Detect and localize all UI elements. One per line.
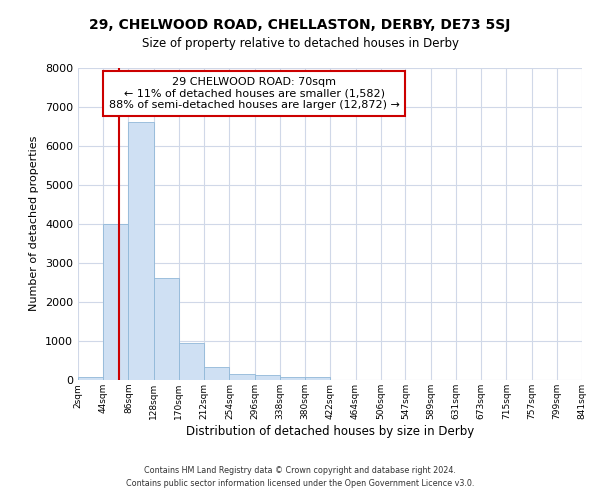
Text: Contains HM Land Registry data © Crown copyright and database right 2024.
Contai: Contains HM Land Registry data © Crown c… bbox=[126, 466, 474, 487]
Y-axis label: Number of detached properties: Number of detached properties bbox=[29, 136, 40, 312]
Bar bbox=[229, 374, 254, 380]
Text: 29, CHELWOOD ROAD, CHELLASTON, DERBY, DE73 5SJ: 29, CHELWOOD ROAD, CHELLASTON, DERBY, DE… bbox=[89, 18, 511, 32]
X-axis label: Distribution of detached houses by size in Derby: Distribution of detached houses by size … bbox=[186, 424, 474, 438]
Bar bbox=[128, 122, 154, 380]
Bar bbox=[305, 378, 331, 380]
Text: 29 CHELWOOD ROAD: 70sqm
← 11% of detached houses are smaller (1,582)
88% of semi: 29 CHELWOOD ROAD: 70sqm ← 11% of detache… bbox=[109, 77, 400, 110]
Text: Size of property relative to detached houses in Derby: Size of property relative to detached ho… bbox=[142, 38, 458, 51]
Bar bbox=[280, 376, 305, 380]
Bar bbox=[254, 375, 280, 380]
Bar bbox=[154, 278, 179, 380]
Bar bbox=[103, 224, 128, 380]
Bar bbox=[78, 377, 103, 380]
Bar bbox=[179, 343, 204, 380]
Bar bbox=[204, 367, 229, 380]
